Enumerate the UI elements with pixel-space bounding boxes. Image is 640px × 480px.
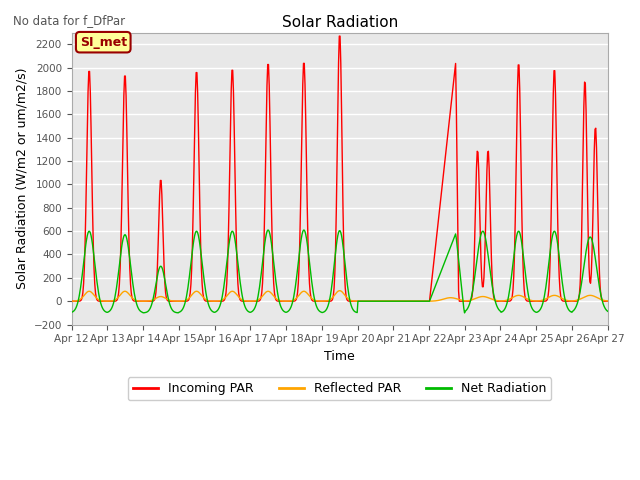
Title: Solar Radiation: Solar Radiation <box>282 15 398 30</box>
Y-axis label: Solar Radiation (W/m2 or um/m2/s): Solar Radiation (W/m2 or um/m2/s) <box>15 68 28 289</box>
X-axis label: Time: Time <box>324 350 355 363</box>
Text: SI_met: SI_met <box>80 36 127 48</box>
Text: No data for f_DfPar: No data for f_DfPar <box>13 14 125 27</box>
Legend: Incoming PAR, Reflected PAR, Net Radiation: Incoming PAR, Reflected PAR, Net Radiati… <box>128 377 551 400</box>
